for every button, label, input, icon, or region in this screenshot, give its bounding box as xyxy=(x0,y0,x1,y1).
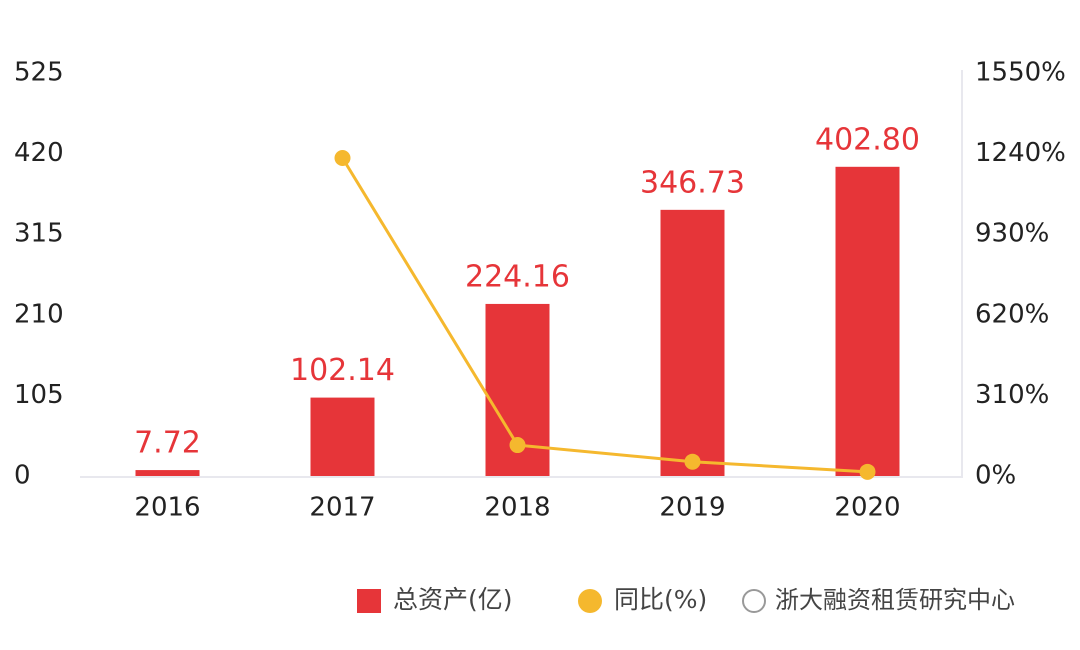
value-label: 346.73 xyxy=(640,165,745,200)
bar xyxy=(135,470,200,476)
value-label: 402.80 xyxy=(815,122,920,157)
y-tick-label: 420 xyxy=(14,138,64,168)
y-tick-label: 315 xyxy=(14,219,64,249)
watermark: 浙大融资租赁研究中心 xyxy=(775,586,1015,614)
y2-tick-label: 620% xyxy=(975,299,1049,329)
line-point xyxy=(684,453,701,470)
bar xyxy=(835,166,900,477)
y2-tick-label: 1240% xyxy=(975,138,1066,168)
legend-label: 总资产(亿) xyxy=(393,585,513,614)
y-tick-label: 0 xyxy=(14,461,31,491)
y-tick-label: 105 xyxy=(14,380,64,410)
x-tick-label: 2016 xyxy=(134,493,200,523)
y2-tick-label: 0% xyxy=(975,461,1016,491)
bar xyxy=(660,209,725,476)
y-tick-label: 210 xyxy=(14,299,64,329)
x-tick-label: 2018 xyxy=(484,493,550,523)
value-label: 102.14 xyxy=(290,353,395,388)
line-point xyxy=(509,437,526,454)
x-tick-label: 2019 xyxy=(659,493,725,523)
x-tick-label: 2020 xyxy=(834,493,900,523)
y-tick-label: 525 xyxy=(14,58,64,88)
value-label: 224.16 xyxy=(465,259,570,294)
line-point xyxy=(334,150,351,167)
line xyxy=(341,157,868,474)
x-tick-label: 2017 xyxy=(309,493,375,523)
legend-swatch xyxy=(578,589,602,613)
legend-swatch xyxy=(357,589,381,613)
line-point xyxy=(859,463,876,480)
legend-label: 同比(%) xyxy=(614,585,707,614)
bar xyxy=(310,397,375,476)
y2-tick-label: 930% xyxy=(975,219,1049,249)
y2-tick-label: 310% xyxy=(975,380,1049,410)
y2-tick-label: 1550% xyxy=(975,58,1066,88)
value-label: 7.72 xyxy=(134,426,201,461)
watermark-icon xyxy=(742,589,766,613)
